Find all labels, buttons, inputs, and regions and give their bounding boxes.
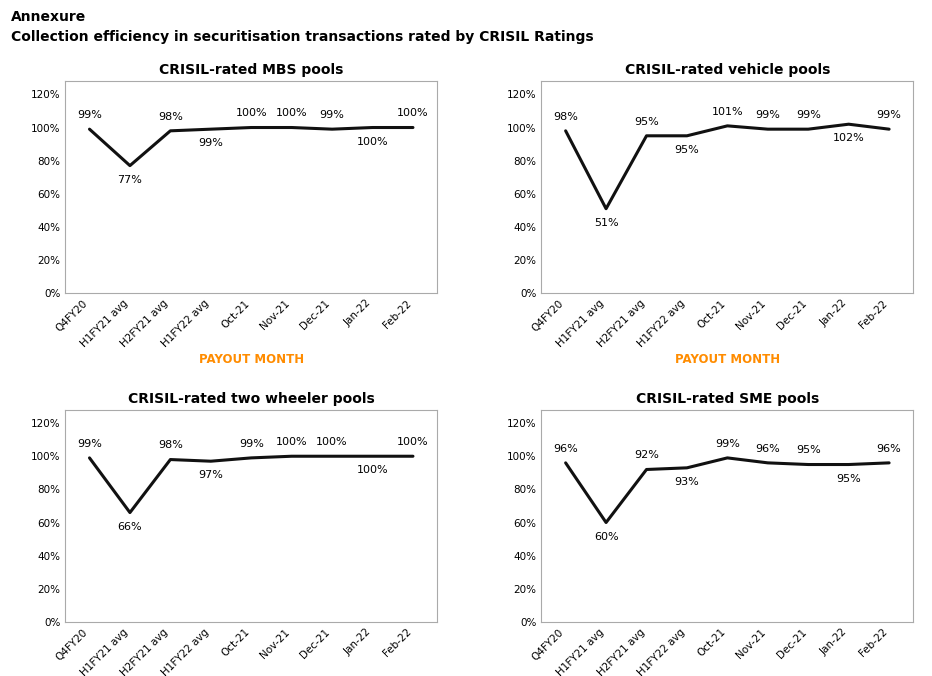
Title: CRISIL-rated MBS pools: CRISIL-rated MBS pools [159, 63, 343, 77]
Title: CRISIL-rated two wheeler pools: CRISIL-rated two wheeler pools [128, 392, 375, 406]
Text: 95%: 95% [796, 445, 820, 456]
Text: 100%: 100% [276, 108, 308, 118]
Text: 99%: 99% [77, 439, 102, 449]
Text: 93%: 93% [675, 477, 699, 487]
Title: CRISIL-rated SME pools: CRISIL-rated SME pools [636, 392, 819, 406]
Text: 100%: 100% [276, 437, 308, 447]
Text: 99%: 99% [877, 110, 901, 120]
Text: 98%: 98% [554, 112, 578, 122]
Text: 100%: 100% [357, 137, 389, 147]
Text: 100%: 100% [357, 465, 389, 475]
Text: Collection efficiency in securitisation transactions rated by CRISIL Ratings: Collection efficiency in securitisation … [11, 30, 594, 45]
Text: 92%: 92% [634, 450, 659, 460]
X-axis label: PAYOUT MONTH: PAYOUT MONTH [675, 354, 780, 366]
Text: 51%: 51% [594, 218, 619, 228]
Text: 99%: 99% [320, 110, 345, 120]
Text: 98%: 98% [158, 112, 183, 122]
Text: 77%: 77% [117, 174, 143, 185]
Text: 60%: 60% [594, 531, 619, 541]
Text: 95%: 95% [675, 145, 699, 155]
Text: Annexure: Annexure [11, 10, 87, 24]
Text: 66%: 66% [117, 522, 143, 532]
Text: 97%: 97% [199, 470, 224, 481]
Text: 100%: 100% [316, 437, 348, 447]
Text: 99%: 99% [199, 139, 224, 148]
Text: 102%: 102% [833, 133, 865, 143]
Text: 100%: 100% [397, 108, 429, 118]
Text: 95%: 95% [836, 474, 861, 483]
Text: 101%: 101% [711, 107, 743, 117]
Text: 95%: 95% [634, 117, 659, 126]
Text: 99%: 99% [77, 110, 102, 120]
Title: CRISIL-rated vehicle pools: CRISIL-rated vehicle pools [624, 63, 830, 77]
Text: 96%: 96% [554, 443, 578, 454]
Text: 96%: 96% [756, 443, 780, 454]
Text: 99%: 99% [796, 110, 821, 120]
Text: 99%: 99% [239, 439, 264, 449]
Text: 98%: 98% [158, 441, 183, 450]
Text: 99%: 99% [755, 110, 780, 120]
Text: 100%: 100% [236, 108, 267, 118]
X-axis label: PAYOUT MONTH: PAYOUT MONTH [199, 354, 304, 366]
Text: 100%: 100% [397, 437, 429, 447]
Text: 99%: 99% [715, 439, 740, 449]
Text: 96%: 96% [877, 443, 901, 454]
